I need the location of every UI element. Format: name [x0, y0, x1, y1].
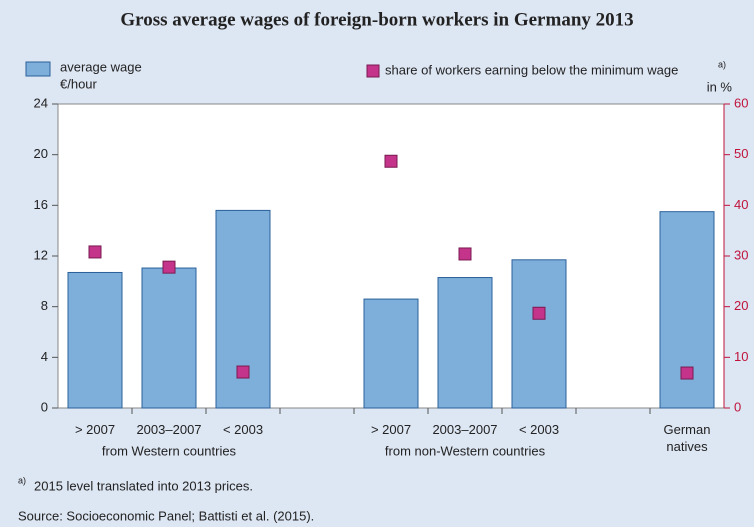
group-label: from Western countries	[102, 443, 237, 458]
marker	[680, 366, 694, 380]
y-tick-label: 16	[34, 197, 48, 212]
y2-tick-label: 0	[734, 399, 741, 414]
footnote: 2015 level translated into 2013 prices.	[34, 478, 253, 493]
y2-tick-label: 50	[734, 146, 748, 161]
chart-title: Gross average wages of foreign-born work…	[120, 9, 633, 30]
marker	[532, 306, 546, 320]
y2-tick-label: 40	[734, 197, 748, 212]
y-tick-label: 4	[41, 349, 48, 364]
bar	[437, 277, 493, 409]
y2-tick-label: 10	[734, 349, 748, 364]
marker	[236, 365, 250, 379]
y2-tick-label: 30	[734, 247, 748, 262]
y2-axis-unit: in %	[707, 79, 733, 94]
x-tick-label: > 2007	[370, 422, 412, 437]
bar	[67, 271, 123, 409]
y2-tick-label: 20	[734, 298, 748, 313]
x-tick-label: > 2007	[74, 422, 116, 437]
x-tick-label: 2003–2007	[432, 422, 498, 437]
x-tick-label: < 2003	[222, 422, 264, 437]
x-tick-label: German natives	[663, 422, 711, 454]
marker	[162, 260, 176, 274]
bar	[511, 259, 567, 409]
footnote-marker: a)	[18, 475, 26, 485]
marker	[88, 245, 102, 259]
x-tick-label: < 2003	[518, 422, 560, 437]
legend-swatch	[25, 61, 51, 77]
y-axis-unit: €/hour	[60, 76, 98, 91]
y-tick-label: 0	[41, 399, 48, 414]
group-label: from non-Western countries	[385, 443, 546, 458]
source: Source: Socioeconomic Panel; Battisti et…	[18, 508, 314, 523]
marker	[384, 154, 398, 168]
note-marker: a)	[718, 59, 726, 69]
y-tick-label: 20	[34, 146, 48, 161]
x-tick-label: 2003–2007	[136, 422, 202, 437]
legend-label: average wage	[60, 59, 142, 74]
y-tick-label: 8	[41, 298, 48, 313]
legend-swatch	[366, 64, 380, 78]
y-tick-label: 24	[34, 95, 48, 110]
marker	[458, 247, 472, 261]
y-tick-label: 12	[34, 247, 48, 262]
bar	[363, 298, 419, 409]
legend-label: share of workers earning below the minim…	[385, 62, 678, 77]
bar	[141, 267, 197, 409]
y2-tick-label: 60	[734, 95, 748, 110]
